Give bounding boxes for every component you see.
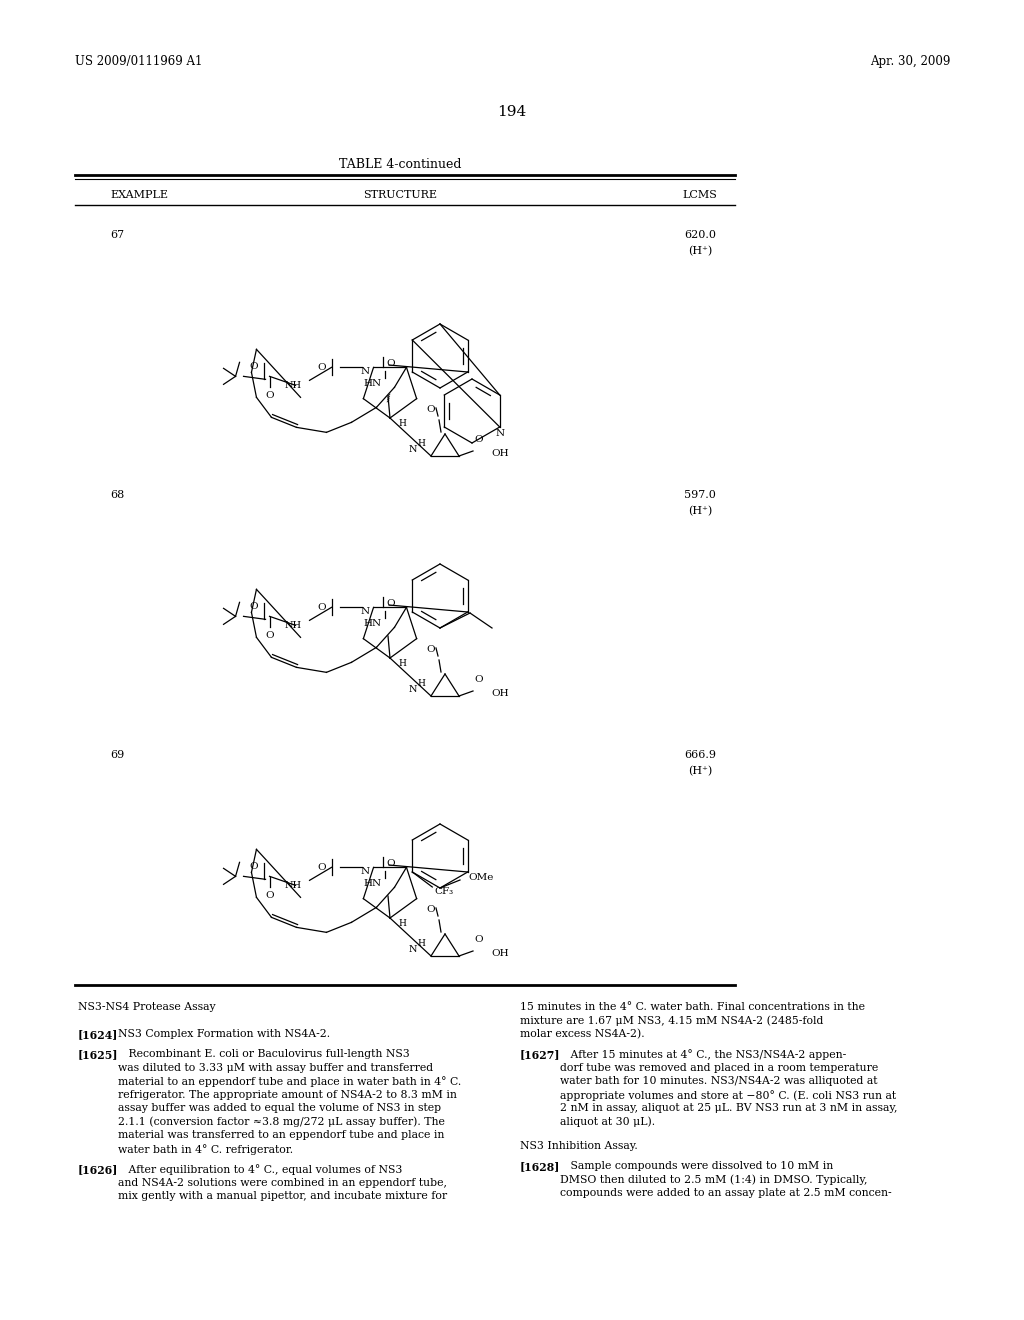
Text: 67: 67 bbox=[110, 230, 124, 240]
Text: [1624]: [1624] bbox=[78, 1030, 119, 1040]
Text: OMe: OMe bbox=[468, 874, 494, 883]
Text: O: O bbox=[387, 598, 395, 607]
Text: HN: HN bbox=[364, 619, 382, 628]
Text: HN: HN bbox=[364, 380, 382, 388]
Text: H: H bbox=[417, 680, 425, 689]
Text: 68: 68 bbox=[110, 490, 124, 500]
Text: 69: 69 bbox=[110, 750, 124, 760]
Text: NS3-NS4 Protease Assay: NS3-NS4 Protease Assay bbox=[78, 1002, 216, 1012]
Text: OH: OH bbox=[490, 689, 509, 697]
Text: [1627]: [1627] bbox=[520, 1049, 560, 1060]
Text: After 15 minutes at 4° C., the NS3/NS4A-2 appen-: After 15 minutes at 4° C., the NS3/NS4A-… bbox=[560, 1049, 846, 1060]
Text: H: H bbox=[398, 919, 406, 928]
Text: O: O bbox=[387, 858, 395, 867]
Text: [1628]: [1628] bbox=[520, 1162, 560, 1172]
Text: 194: 194 bbox=[498, 106, 526, 119]
Text: NH: NH bbox=[285, 880, 301, 890]
Text: TABLE 4-continued: TABLE 4-continued bbox=[339, 158, 461, 172]
Text: O: O bbox=[427, 906, 435, 915]
Text: (H⁺): (H⁺) bbox=[688, 766, 712, 776]
Text: H: H bbox=[398, 659, 406, 668]
Text: N: N bbox=[496, 429, 505, 437]
Text: H: H bbox=[417, 940, 425, 949]
Text: LCMS: LCMS bbox=[683, 190, 718, 201]
Text: After equilibration to 4° C., equal volumes of NS3: After equilibration to 4° C., equal volu… bbox=[118, 1164, 402, 1175]
Text: (H⁺): (H⁺) bbox=[688, 506, 712, 516]
Text: EXAMPLE: EXAMPLE bbox=[110, 190, 168, 201]
Text: and NS4A-2 solutions were combined in an eppendorf tube,: and NS4A-2 solutions were combined in an… bbox=[118, 1177, 447, 1188]
Text: 666.9: 666.9 bbox=[684, 750, 716, 760]
Text: O: O bbox=[427, 645, 435, 655]
Text: 15 minutes in the 4° C. water bath. Final concentrations in the: 15 minutes in the 4° C. water bath. Fina… bbox=[520, 1002, 865, 1012]
Text: refrigerator. The appropriate amount of NS4A-2 to 8.3 mM in: refrigerator. The appropriate amount of … bbox=[118, 1090, 457, 1100]
Text: O: O bbox=[265, 631, 273, 640]
Text: O: O bbox=[475, 675, 483, 684]
Text: O: O bbox=[249, 362, 258, 371]
Text: CF₃: CF₃ bbox=[434, 887, 454, 896]
Text: aliquot at 30 μL).: aliquot at 30 μL). bbox=[560, 1117, 655, 1127]
Text: N: N bbox=[361, 607, 370, 616]
Text: N: N bbox=[409, 685, 417, 694]
Text: NH: NH bbox=[285, 620, 301, 630]
Text: US 2009/0111969 A1: US 2009/0111969 A1 bbox=[75, 55, 203, 69]
Text: NS3 Inhibition Assay.: NS3 Inhibition Assay. bbox=[520, 1140, 638, 1151]
Text: dorf tube was removed and placed in a room temperature: dorf tube was removed and placed in a ro… bbox=[560, 1063, 879, 1073]
Text: material to an eppendorf tube and place in water bath in 4° C.: material to an eppendorf tube and place … bbox=[118, 1076, 461, 1088]
Text: O: O bbox=[317, 363, 326, 372]
Text: was diluted to 3.33 μM with assay buffer and transferred: was diluted to 3.33 μM with assay buffer… bbox=[118, 1063, 433, 1073]
Text: 597.0: 597.0 bbox=[684, 490, 716, 500]
Text: mix gently with a manual pipettor, and incubate mixture for: mix gently with a manual pipettor, and i… bbox=[118, 1191, 447, 1201]
Text: water bath for 10 minutes. NS3/NS4A-2 was alliquoted at: water bath for 10 minutes. NS3/NS4A-2 wa… bbox=[560, 1076, 878, 1086]
Text: O: O bbox=[249, 862, 258, 871]
Text: 620.0: 620.0 bbox=[684, 230, 716, 240]
Text: molar excess NS4A-2).: molar excess NS4A-2). bbox=[520, 1030, 645, 1039]
Text: H: H bbox=[417, 440, 425, 449]
Text: mixture are 1.67 μM NS3, 4.15 mM NS4A-2 (2485-fold: mixture are 1.67 μM NS3, 4.15 mM NS4A-2 … bbox=[520, 1015, 823, 1026]
Text: O: O bbox=[475, 935, 483, 944]
Text: N: N bbox=[361, 367, 370, 376]
Text: DMSO then diluted to 2.5 mM (1:4) in DMSO. Typically,: DMSO then diluted to 2.5 mM (1:4) in DMS… bbox=[560, 1175, 867, 1185]
Text: assay buffer was added to equal the volume of NS3 in step: assay buffer was added to equal the volu… bbox=[118, 1104, 441, 1113]
Text: compounds were added to an assay plate at 2.5 mM concen-: compounds were added to an assay plate a… bbox=[560, 1188, 892, 1199]
Text: HN: HN bbox=[364, 879, 382, 888]
Text: water bath in 4° C. refrigerator.: water bath in 4° C. refrigerator. bbox=[118, 1143, 293, 1155]
Text: STRUCTURE: STRUCTURE bbox=[362, 190, 437, 201]
Text: N: N bbox=[409, 446, 417, 454]
Text: NS3 Complex Formation with NS4A-2.: NS3 Complex Formation with NS4A-2. bbox=[118, 1030, 330, 1039]
Text: O: O bbox=[249, 602, 258, 611]
Text: O: O bbox=[317, 863, 326, 871]
Text: 2 nM in assay, aliquot at 25 μL. BV NS3 run at 3 nM in assay,: 2 nM in assay, aliquot at 25 μL. BV NS3 … bbox=[560, 1104, 897, 1113]
Text: material was transferred to an eppendorf tube and place in: material was transferred to an eppendorf… bbox=[118, 1130, 444, 1140]
Text: H: H bbox=[398, 418, 406, 428]
Text: 2.1.1 (conversion factor ≈3.8 mg/272 μL assay buffer). The: 2.1.1 (conversion factor ≈3.8 mg/272 μL … bbox=[118, 1117, 444, 1127]
Text: [1625]: [1625] bbox=[78, 1049, 119, 1060]
Text: O: O bbox=[317, 603, 326, 612]
Text: (H⁺): (H⁺) bbox=[688, 246, 712, 256]
Text: Recombinant E. coli or Baculovirus full-length NS3: Recombinant E. coli or Baculovirus full-… bbox=[118, 1049, 410, 1059]
Text: O: O bbox=[427, 405, 435, 414]
Text: appropriate volumes and store at −80° C. (E. coli NS3 run at: appropriate volumes and store at −80° C.… bbox=[560, 1090, 896, 1101]
Text: N: N bbox=[409, 945, 417, 954]
Text: OH: OH bbox=[490, 949, 509, 957]
Text: OH: OH bbox=[490, 449, 509, 458]
Text: NH: NH bbox=[285, 381, 301, 389]
Text: [1626]: [1626] bbox=[78, 1164, 119, 1175]
Text: O: O bbox=[265, 891, 273, 900]
Text: O: O bbox=[475, 434, 483, 444]
Text: O: O bbox=[265, 391, 273, 400]
Text: O: O bbox=[387, 359, 395, 367]
Text: Apr. 30, 2009: Apr. 30, 2009 bbox=[869, 55, 950, 69]
Text: Sample compounds were dissolved to 10 mM in: Sample compounds were dissolved to 10 mM… bbox=[560, 1162, 834, 1171]
Text: N: N bbox=[361, 867, 370, 876]
